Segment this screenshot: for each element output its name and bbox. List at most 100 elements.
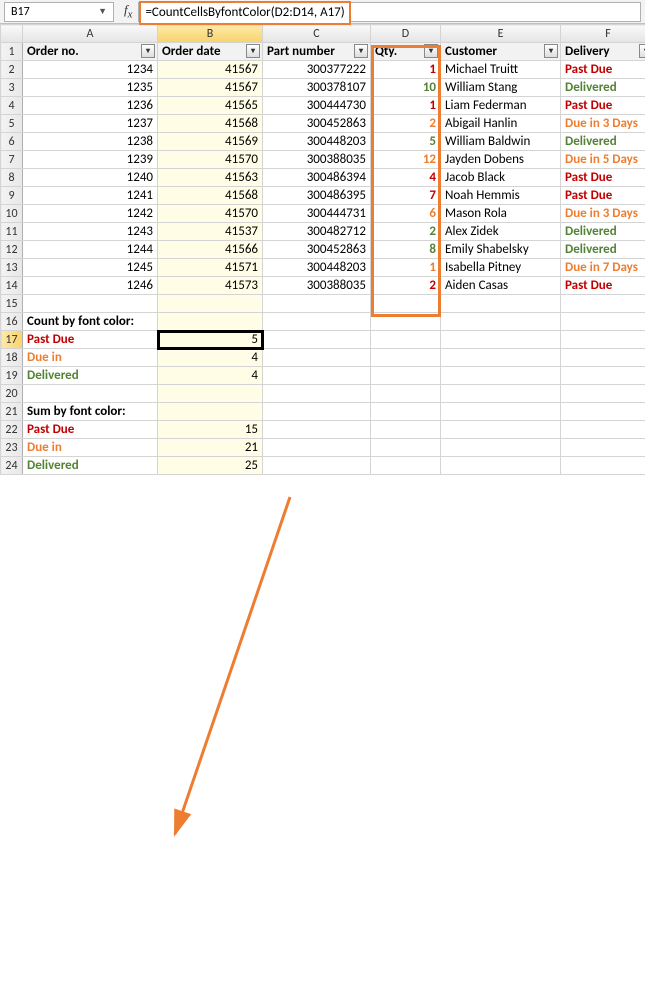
col-header-D[interactable]: D: [371, 25, 441, 43]
cell[interactable]: [371, 385, 441, 403]
sum-value[interactable]: 15: [158, 421, 263, 439]
delivery[interactable]: Delivered: [561, 241, 645, 259]
delivery[interactable]: Past Due: [561, 61, 645, 79]
row-header[interactable]: 7: [1, 151, 23, 169]
row-header[interactable]: 16: [1, 313, 23, 331]
sum-value[interactable]: 21: [158, 439, 263, 457]
row-header[interactable]: 9: [1, 187, 23, 205]
cell[interactable]: [441, 295, 561, 313]
status-label[interactable]: Past Due: [23, 421, 158, 439]
order-date[interactable]: 41563: [158, 169, 263, 187]
order-date[interactable]: 41569: [158, 133, 263, 151]
filter-dropdown-icon[interactable]: ▾: [544, 44, 558, 58]
formula-input[interactable]: =CountCellsByfontColor(D2:D14, A17): [138, 2, 641, 22]
order-no[interactable]: 1245: [23, 259, 158, 277]
row-header[interactable]: 4: [1, 97, 23, 115]
name-box-dropdown-icon[interactable]: ▼: [98, 6, 107, 17]
cell[interactable]: [441, 457, 561, 475]
delivery[interactable]: Due in 5 Days: [561, 151, 645, 169]
cell[interactable]: [158, 385, 263, 403]
part-number[interactable]: 300482712: [263, 223, 371, 241]
cell[interactable]: [158, 313, 263, 331]
col-header-C[interactable]: C: [263, 25, 371, 43]
order-date[interactable]: 41537: [158, 223, 263, 241]
cell[interactable]: [441, 439, 561, 457]
order-no[interactable]: 1243: [23, 223, 158, 241]
order-no[interactable]: 1242: [23, 205, 158, 223]
status-label[interactable]: Delivered: [23, 457, 158, 475]
cell[interactable]: [371, 367, 441, 385]
order-no[interactable]: 1238: [23, 133, 158, 151]
cell[interactable]: [561, 331, 645, 349]
table-header-cell[interactable]: Customer▾: [441, 43, 561, 61]
qty[interactable]: 2: [371, 223, 441, 241]
order-no[interactable]: 1241: [23, 187, 158, 205]
section-title[interactable]: Count by font color:: [23, 313, 158, 331]
row-header[interactable]: 3: [1, 79, 23, 97]
table-header-cell[interactable]: Order no.▾: [23, 43, 158, 61]
row-header[interactable]: 18: [1, 349, 23, 367]
customer[interactable]: Jayden Dobens: [441, 151, 561, 169]
col-header-A[interactable]: A: [23, 25, 158, 43]
delivery[interactable]: Past Due: [561, 169, 645, 187]
qty[interactable]: 10: [371, 79, 441, 97]
customer[interactable]: William Baldwin: [441, 133, 561, 151]
order-no[interactable]: 1236: [23, 97, 158, 115]
cell[interactable]: [371, 403, 441, 421]
count-value[interactable]: 4: [158, 367, 263, 385]
cell[interactable]: [371, 421, 441, 439]
cell[interactable]: [158, 295, 263, 313]
row-header[interactable]: 13: [1, 259, 23, 277]
row-header[interactable]: 23: [1, 439, 23, 457]
cell[interactable]: [561, 439, 645, 457]
fx-icon[interactable]: fx: [118, 2, 138, 21]
delivery[interactable]: Due in 7 Days: [561, 259, 645, 277]
part-number[interactable]: 300444731: [263, 205, 371, 223]
cell[interactable]: [441, 403, 561, 421]
customer[interactable]: Alex Zidek: [441, 223, 561, 241]
part-number[interactable]: 300377222: [263, 61, 371, 79]
order-date[interactable]: 41573: [158, 277, 263, 295]
part-number[interactable]: 300448203: [263, 259, 371, 277]
order-date[interactable]: 41571: [158, 259, 263, 277]
cell[interactable]: [561, 403, 645, 421]
cell[interactable]: [561, 367, 645, 385]
row-header[interactable]: 19: [1, 367, 23, 385]
part-number[interactable]: 300448203: [263, 133, 371, 151]
col-header-E[interactable]: E: [441, 25, 561, 43]
qty[interactable]: 8: [371, 241, 441, 259]
qty[interactable]: 1: [371, 61, 441, 79]
cell[interactable]: [263, 439, 371, 457]
cell[interactable]: [441, 349, 561, 367]
cell[interactable]: [263, 421, 371, 439]
filter-dropdown-icon[interactable]: ▾: [246, 44, 260, 58]
qty[interactable]: 2: [371, 277, 441, 295]
customer[interactable]: Isabella Pitney: [441, 259, 561, 277]
cell[interactable]: [441, 331, 561, 349]
customer[interactable]: Michael Truitt: [441, 61, 561, 79]
delivery[interactable]: Past Due: [561, 277, 645, 295]
cell[interactable]: [371, 439, 441, 457]
status-label[interactable]: Due in: [23, 349, 158, 367]
table-header-cell[interactable]: Delivery▾: [561, 43, 645, 61]
cell[interactable]: [561, 385, 645, 403]
customer[interactable]: Noah Hemmis: [441, 187, 561, 205]
row-header[interactable]: 8: [1, 169, 23, 187]
row-header[interactable]: 6: [1, 133, 23, 151]
cell[interactable]: [371, 295, 441, 313]
part-number[interactable]: 300388035: [263, 277, 371, 295]
cell[interactable]: [23, 385, 158, 403]
cell[interactable]: [263, 331, 371, 349]
row-header[interactable]: 12: [1, 241, 23, 259]
row-header[interactable]: 10: [1, 205, 23, 223]
cell[interactable]: [371, 349, 441, 367]
spreadsheet-grid[interactable]: ABCDEF1Order no.▾Order date▾Part number▾…: [0, 24, 645, 475]
status-label[interactable]: Delivered: [23, 367, 158, 385]
row-header[interactable]: 17: [1, 331, 23, 349]
cell[interactable]: [263, 457, 371, 475]
count-value[interactable]: 5: [158, 331, 263, 349]
delivery[interactable]: Delivered: [561, 133, 645, 151]
cell[interactable]: [263, 349, 371, 367]
qty[interactable]: 12: [371, 151, 441, 169]
filter-dropdown-icon[interactable]: ▾: [141, 44, 155, 58]
